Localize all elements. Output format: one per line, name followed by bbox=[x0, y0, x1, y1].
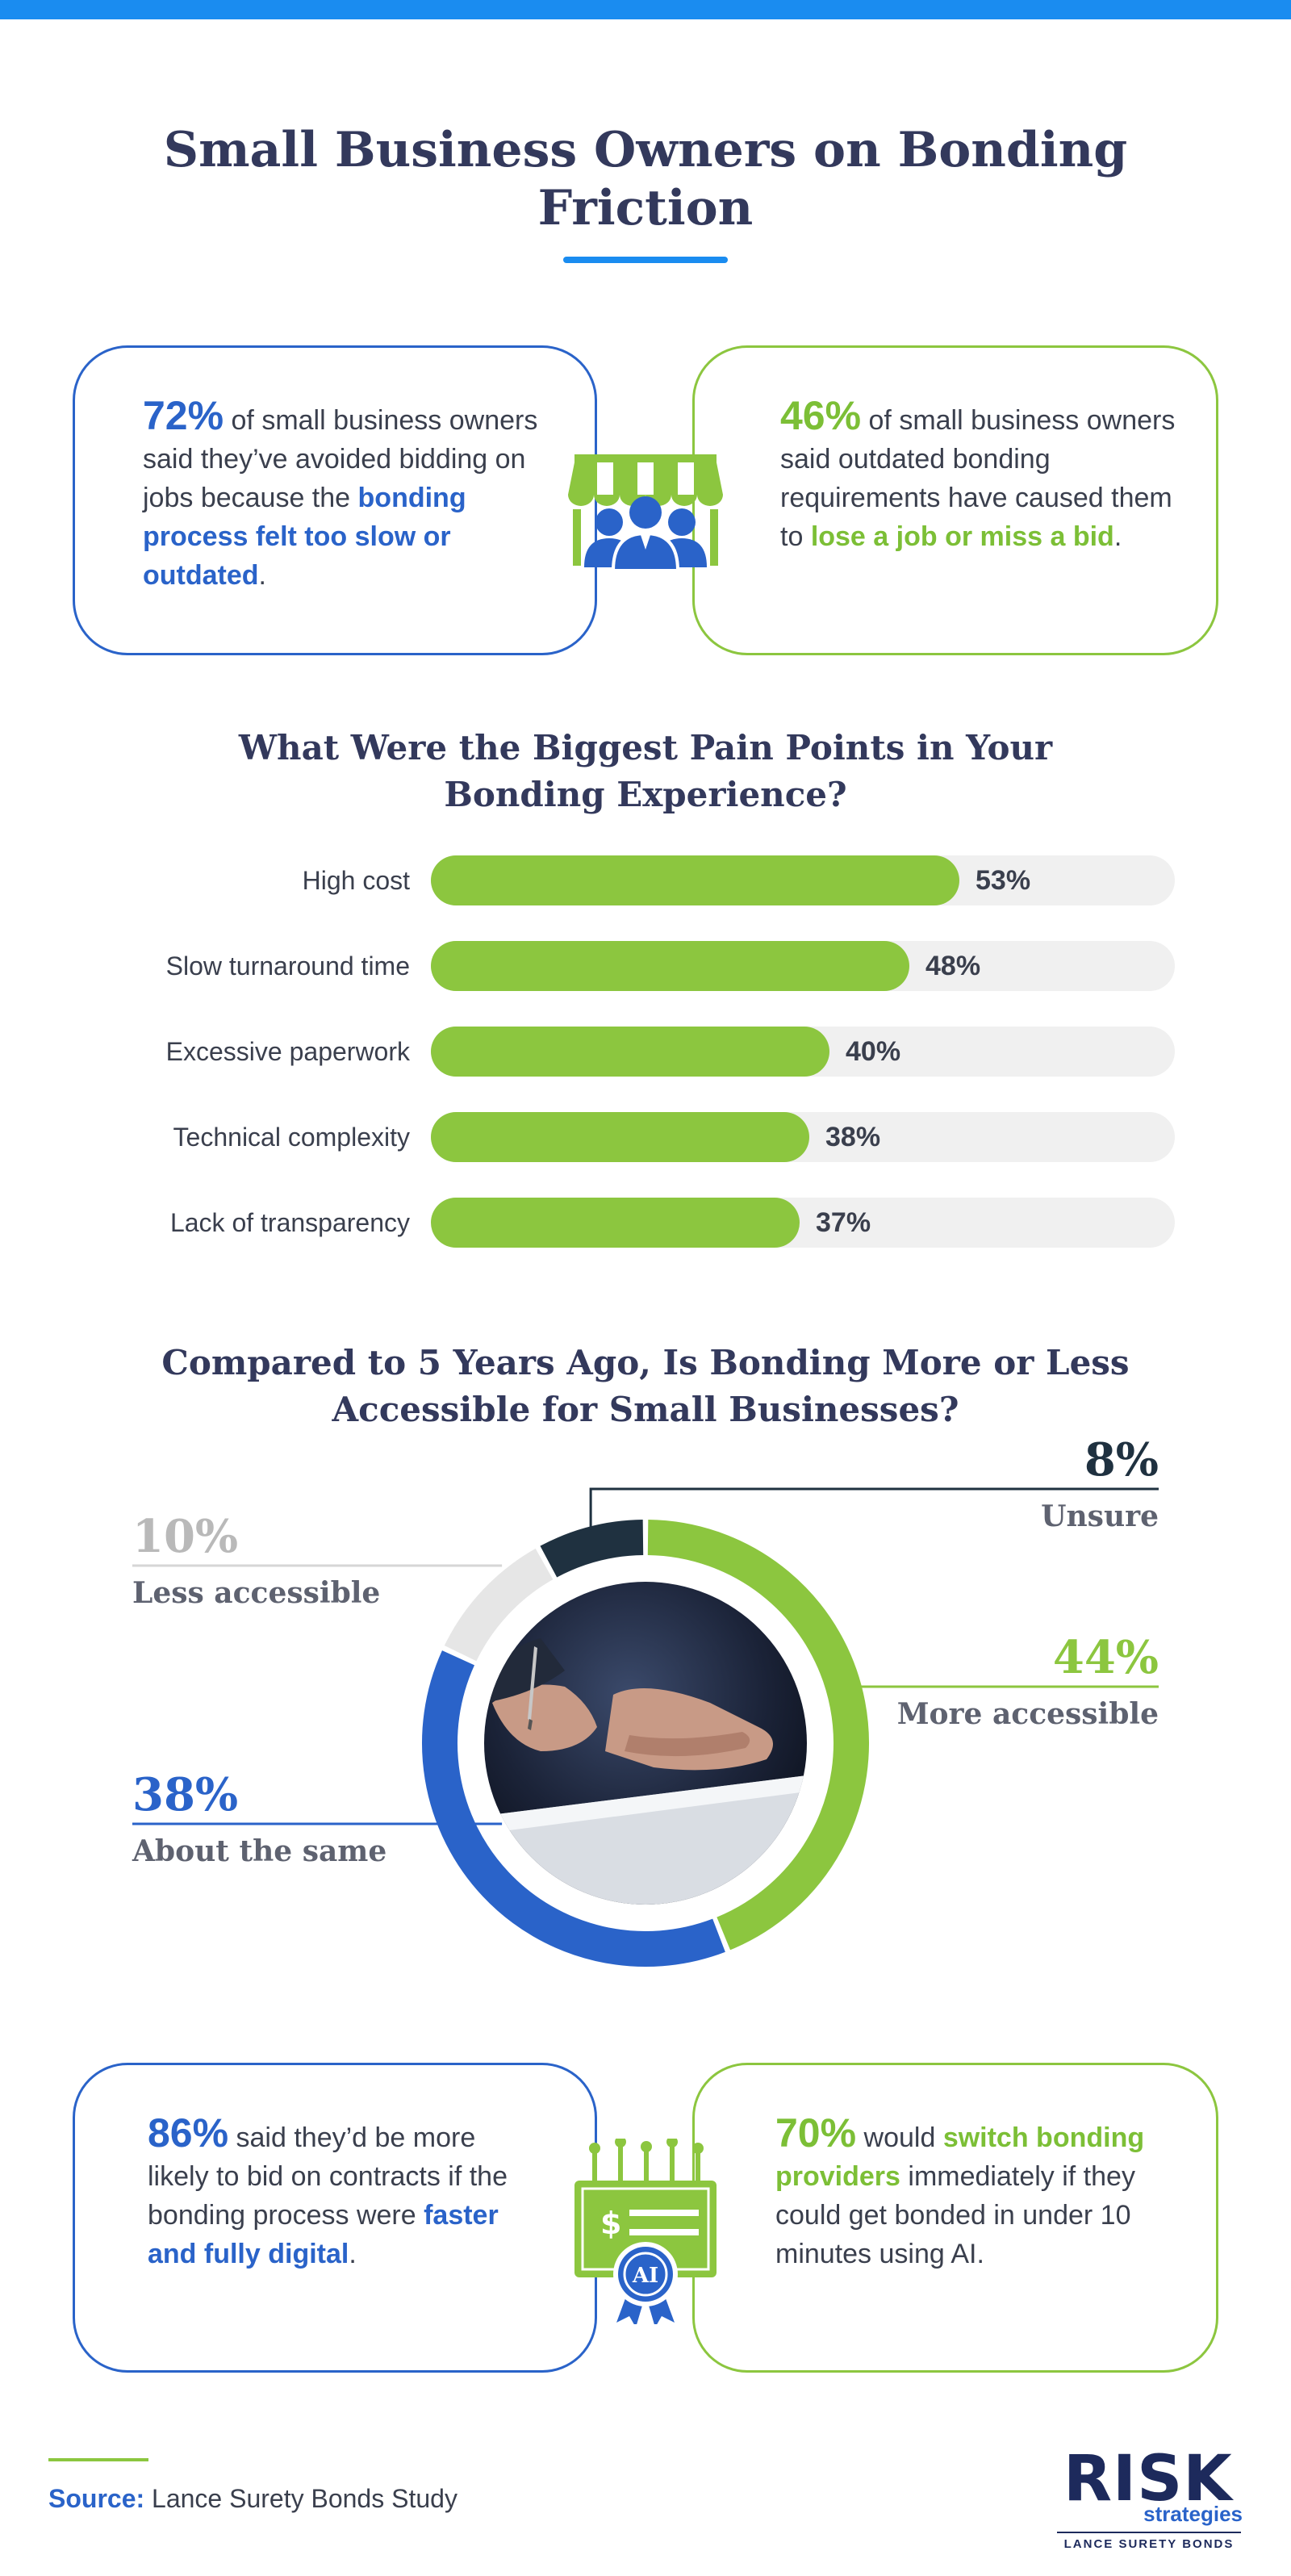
logo-main: RISK bbox=[1063, 2443, 1233, 2515]
accessibility-donut-chart bbox=[132, 1487, 1159, 1967]
donut-slice bbox=[647, 1520, 869, 1951]
stat-text: said they’d be more likely to bid on con… bbox=[148, 2122, 508, 2231]
currency-glyph: $ bbox=[600, 2206, 621, 2241]
bar-mark bbox=[431, 941, 909, 991]
bar-track bbox=[431, 1112, 1175, 1162]
slice-value-label: 8% bbox=[1084, 1433, 1159, 1487]
source-label: Source: bbox=[48, 2484, 145, 2513]
stat-text: of small business owners said they’ve av… bbox=[143, 405, 538, 513]
stat-pct: 70% bbox=[775, 2110, 857, 2156]
title-underline bbox=[563, 257, 728, 263]
donut-slice bbox=[444, 1548, 554, 1662]
ai-badge-text: AI bbox=[632, 2264, 658, 2288]
stat-text: immediately if they could get bonded in … bbox=[775, 2161, 1135, 2269]
bar-value-label: 53% bbox=[976, 865, 1031, 896]
stat-highlight: lose a job or miss a bid bbox=[810, 521, 1114, 552]
donut-slice bbox=[540, 1520, 644, 1578]
bar-category-label: High cost bbox=[302, 866, 410, 895]
stat-card-72: 72% of small business owners said they’v… bbox=[73, 345, 597, 655]
bar-category-label: Excessive paperwork bbox=[165, 1037, 410, 1066]
risk-strategies-logo: RISK strategies LANCE SURETY BONDS bbox=[1041, 2445, 1243, 2554]
bar-chart-title: What Were the Biggest Pain Points in You… bbox=[238, 728, 1053, 814]
stat-card-70: 70% would switch bonding providers immed… bbox=[692, 2063, 1218, 2373]
stat-highlight: bonding process felt too slow or outdate… bbox=[143, 483, 466, 591]
stat-pct: 46% bbox=[780, 393, 862, 438]
bar-row: Excessive paperwork 40% bbox=[0, 1027, 1291, 1077]
bar-category-label: Technical complexity bbox=[173, 1123, 410, 1152]
source-note: Source: Lance Surety Bonds Study bbox=[48, 2482, 457, 2515]
page-title: Small Business Owners on Bonding Frictio… bbox=[163, 122, 1128, 236]
slice-value-label: 44% bbox=[1052, 1631, 1159, 1684]
bar-category-label: Slow turnaround time bbox=[165, 951, 410, 981]
stat-text: of small business owners said outdated b… bbox=[780, 405, 1176, 552]
bar-row: High cost 53% bbox=[0, 855, 1291, 905]
slice-value-label: 10% bbox=[132, 1510, 239, 1563]
bar-mark bbox=[431, 1027, 829, 1077]
slice-category-label: About the same bbox=[132, 1834, 387, 1868]
bar-row: Technical complexity 38% bbox=[0, 1112, 1291, 1162]
bar-mark bbox=[431, 1112, 809, 1162]
slice-category-label: Unsure bbox=[1041, 1499, 1159, 1533]
stat-pct: 72% bbox=[143, 393, 224, 438]
source-text: Lance Surety Bonds Study bbox=[144, 2484, 457, 2513]
bar-track bbox=[431, 855, 1175, 905]
slice-category-label: More accessible bbox=[896, 1697, 1159, 1731]
stat-card-46: 46% of small business owners said outdat… bbox=[692, 345, 1218, 655]
logo-tagline: LANCE SURETY BONDS bbox=[1063, 2537, 1235, 2551]
bar-value-label: 48% bbox=[925, 951, 981, 981]
signing-photo bbox=[484, 1582, 807, 1905]
logo-sub: strategies bbox=[1143, 2502, 1243, 2526]
source-divider bbox=[48, 2458, 148, 2461]
bar-mark bbox=[431, 855, 959, 905]
slice-value-label: 38% bbox=[132, 1768, 239, 1821]
bar-category-label: Lack of transparency bbox=[169, 1208, 410, 1237]
bar-mark bbox=[431, 1198, 800, 1248]
certificate-ai-icon: $ AI bbox=[574, 2139, 717, 2324]
bar-value-label: 38% bbox=[825, 1122, 881, 1152]
bar-value-label: 37% bbox=[816, 1207, 871, 1238]
bar-track bbox=[431, 941, 1175, 991]
donut-chart-title: Compared to 5 Years Ago, Is Bonding More… bbox=[161, 1343, 1130, 1429]
stat-card-86: 86% said they’d be more likely to bid on… bbox=[73, 2063, 597, 2373]
slice-category-label: Less accessible bbox=[132, 1576, 381, 1610]
top-accent-bar bbox=[0, 0, 1291, 19]
stat-highlight: switch bonding providers bbox=[775, 2122, 1145, 2192]
leader-line bbox=[589, 1487, 1159, 1530]
bar-track bbox=[431, 1198, 1175, 1248]
bar-row: Lack of transparency 37% bbox=[0, 1198, 1291, 1248]
bar-value-label: 40% bbox=[846, 1036, 901, 1067]
stat-pct: 86% bbox=[148, 2110, 229, 2156]
bar-row: Slow turnaround time 48% bbox=[0, 941, 1291, 991]
storefront-people-icon bbox=[568, 454, 723, 572]
stat-highlight: faster and fully digital bbox=[148, 2200, 499, 2269]
bar-track bbox=[431, 1027, 1175, 1077]
donut-slice bbox=[422, 1650, 725, 1967]
